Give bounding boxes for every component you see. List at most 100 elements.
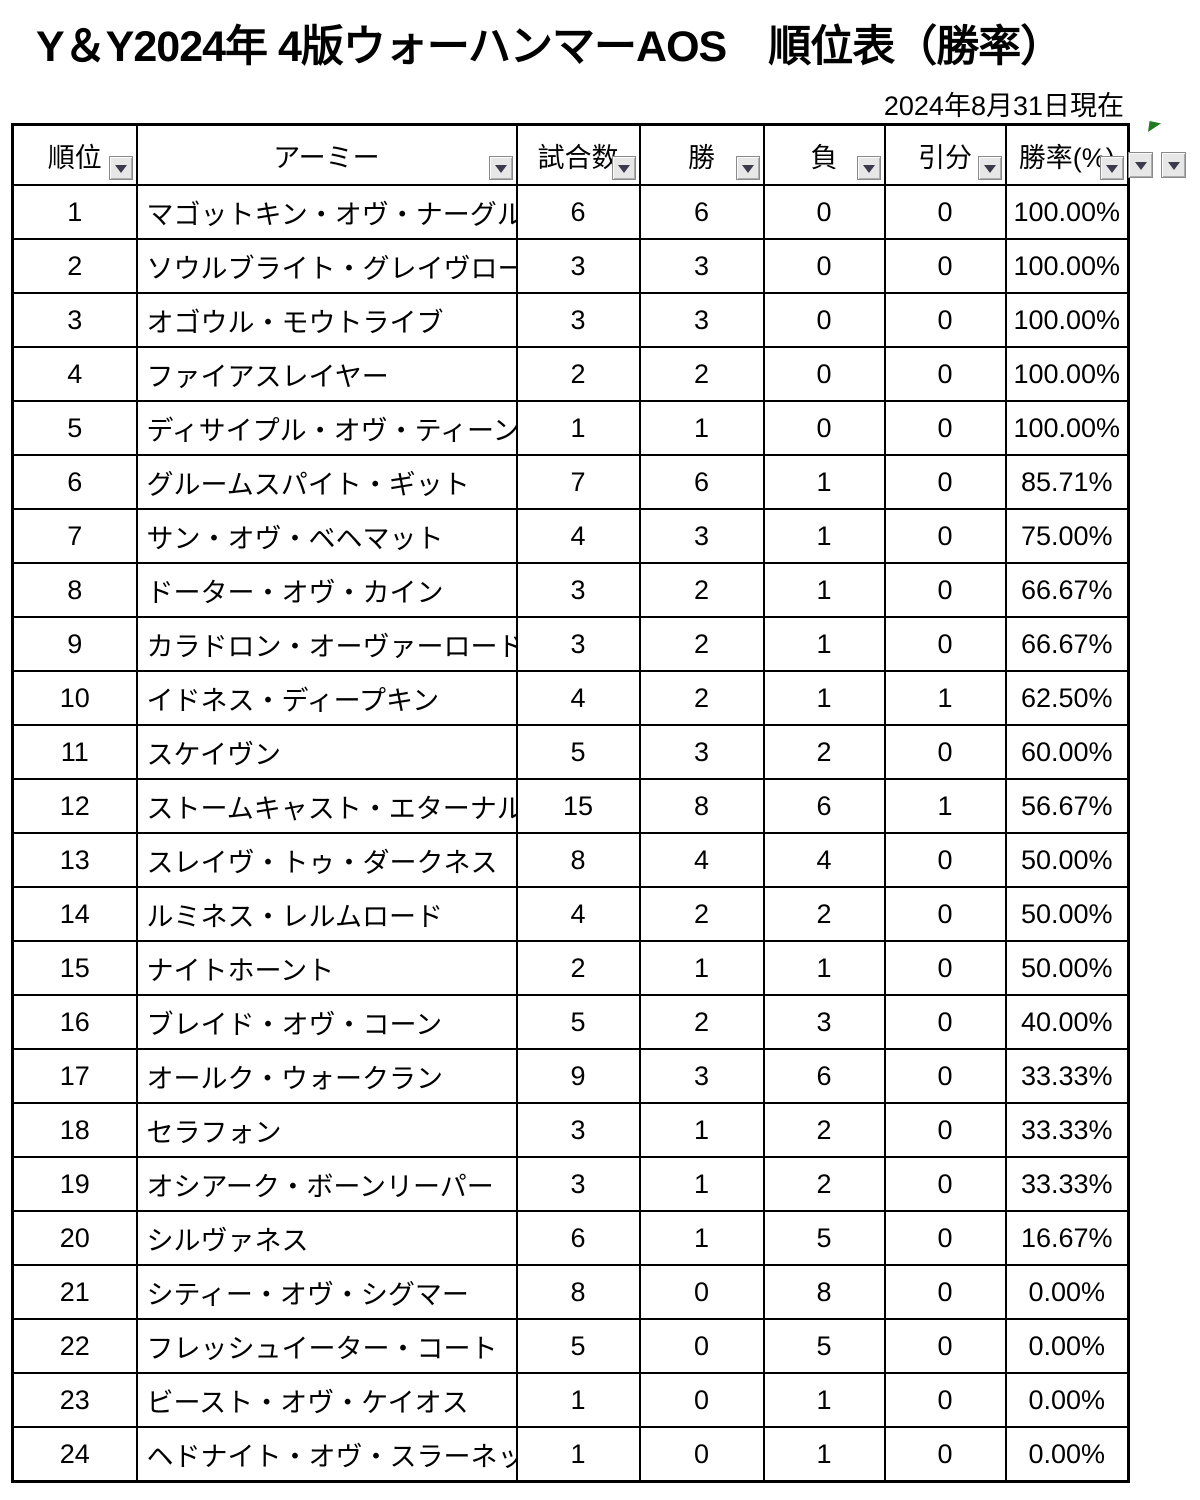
- table-row: 3 オゴウル・モウトライブ 3 3 0 0 100.00%: [11, 292, 1130, 348]
- table-row: 19 オシアーク・ボーンリーパー 3 1 2 0 33.33%: [11, 1156, 1130, 1212]
- games-cell: 2: [515, 940, 641, 996]
- army-cell: イドネス・ディープキン: [135, 670, 518, 726]
- draws-cell: 0: [883, 238, 1007, 294]
- losses-cell: 1: [762, 508, 886, 564]
- wins-cell: 0: [638, 1426, 765, 1483]
- winrate-cell: 100.00%: [1004, 238, 1130, 294]
- games-cell: 4: [515, 886, 641, 942]
- filter-arrow-icon: [862, 165, 875, 173]
- as-of-date-label: 2024年8月31日現在: [883, 91, 1124, 121]
- losses-cell: 1: [762, 1426, 886, 1483]
- rank-cell: 12: [11, 778, 138, 834]
- winrate-cell: 50.00%: [1004, 886, 1130, 942]
- rank-cell: 23: [11, 1372, 138, 1428]
- wins-cell: 1: [638, 1210, 765, 1266]
- army-cell: グルームスパイト・ギット: [135, 454, 518, 510]
- filter-dropdown-button-extra-2[interactable]: [1161, 152, 1186, 178]
- table-row: 9 カラドロン・オーヴァーロード 3 2 1 0 66.67%: [11, 616, 1130, 672]
- games-cell: 5: [515, 1318, 641, 1374]
- header-wins: 勝: [638, 123, 765, 186]
- wins-cell: 6: [638, 184, 765, 240]
- table-row: 11 スケイヴン 5 3 2 0 60.00%: [11, 724, 1130, 780]
- filter-dropdown-button-winrate[interactable]: [1100, 156, 1124, 180]
- wins-cell: 0: [638, 1318, 765, 1374]
- filter-dropdown-button-rank[interactable]: [108, 156, 133, 180]
- rank-cell: 3: [11, 292, 138, 348]
- army-cell: ソウルブライト・グレイヴロード: [135, 238, 518, 294]
- wins-cell: 3: [638, 1048, 765, 1104]
- filter-arrow-icon: [741, 165, 754, 173]
- filter-dropdown-button-games[interactable]: [611, 156, 636, 180]
- header-winrate: 勝率(%): [1004, 123, 1130, 186]
- games-cell: 1: [515, 400, 641, 456]
- wins-cell: 2: [638, 562, 765, 618]
- games-cell: 3: [515, 1102, 641, 1158]
- winrate-cell: 85.71%: [1004, 454, 1130, 510]
- table-row: 14 ルミネス・レルムロード 4 2 2 0 50.00%: [11, 886, 1130, 942]
- games-cell: 1: [515, 1426, 641, 1483]
- table-row: 7 サン・オヴ・ベヘマット 4 3 1 0 75.00%: [11, 508, 1130, 564]
- header-winrate-label: 勝率(%): [1018, 142, 1115, 173]
- filter-arrow-icon: [983, 165, 996, 173]
- filter-arrow-icon: [617, 165, 630, 173]
- rank-cell: 21: [11, 1264, 138, 1320]
- draws-cell: 0: [883, 994, 1007, 1050]
- header-losses: 負: [762, 123, 886, 186]
- draws-cell: 0: [883, 724, 1007, 780]
- wins-cell: 1: [638, 1156, 765, 1212]
- header-wins-label: 勝: [688, 142, 715, 173]
- losses-cell: 0: [762, 292, 886, 348]
- games-cell: 6: [515, 1210, 641, 1266]
- rank-cell: 8: [11, 562, 138, 618]
- filter-arrow-icon: [1167, 162, 1180, 170]
- winrate-cell: 0.00%: [1004, 1264, 1130, 1320]
- filter-dropdown-button-losses[interactable]: [856, 156, 881, 180]
- rank-cell: 19: [11, 1156, 138, 1212]
- army-cell: サン・オヴ・ベヘマット: [135, 508, 518, 564]
- losses-cell: 0: [762, 238, 886, 294]
- winrate-cell: 100.00%: [1004, 400, 1130, 456]
- army-cell: ドーター・オヴ・カイン: [135, 562, 518, 618]
- winrate-cell: 0.00%: [1004, 1426, 1130, 1483]
- filter-dropdown-button-extra-1[interactable]: [1128, 152, 1153, 178]
- army-cell: ルミネス・レルムロード: [135, 886, 518, 942]
- green-corner-flag-icon: [1148, 121, 1161, 132]
- header-draws: 引分: [883, 123, 1007, 186]
- wins-cell: 3: [638, 724, 765, 780]
- draws-cell: 0: [883, 292, 1007, 348]
- army-cell: フレッシュイーター・コート: [135, 1318, 518, 1374]
- army-cell: スケイヴン: [135, 724, 518, 780]
- filter-dropdown-button-draws[interactable]: [977, 156, 1002, 180]
- ranking-table: 順位 アーミー 試合数 勝 負 引分: [11, 123, 1130, 1483]
- games-cell: 2: [515, 346, 641, 402]
- page-title: Y＆Y2024年 4版ウォーハンマーAOS 順位表（勝率）: [36, 23, 1063, 71]
- filter-dropdown-button-wins[interactable]: [735, 156, 760, 180]
- winrate-cell: 60.00%: [1004, 724, 1130, 780]
- losses-cell: 1: [762, 670, 886, 726]
- draws-cell: 0: [883, 1264, 1007, 1320]
- army-cell: ストームキャスト・エターナル: [135, 778, 518, 834]
- rank-cell: 9: [11, 616, 138, 672]
- losses-cell: 5: [762, 1210, 886, 1266]
- losses-cell: 4: [762, 832, 886, 888]
- losses-cell: 6: [762, 778, 886, 834]
- games-cell: 7: [515, 454, 641, 510]
- army-cell: マゴットキン・オヴ・ナーグル: [135, 184, 518, 240]
- table-row: 24 ヘドナイト・オヴ・スラーネッシュ 1 0 1 0 0.00%: [11, 1426, 1130, 1483]
- header-games: 試合数: [515, 123, 641, 186]
- header-games-label: 試合数: [537, 142, 619, 173]
- winrate-cell: 40.00%: [1004, 994, 1130, 1050]
- draws-cell: 0: [883, 454, 1007, 510]
- filter-dropdown-button-army[interactable]: [488, 156, 513, 180]
- table-row: 8 ドーター・オヴ・カイン 3 2 1 0 66.67%: [11, 562, 1130, 618]
- rank-cell: 1: [11, 184, 138, 240]
- filter-arrow-icon: [1106, 165, 1118, 173]
- header-rank: 順位: [11, 123, 138, 186]
- wins-cell: 1: [638, 400, 765, 456]
- losses-cell: 5: [762, 1318, 886, 1374]
- table-row: 22 フレッシュイーター・コート 5 0 5 0 0.00%: [11, 1318, 1130, 1374]
- table-header-row: 順位 アーミー 試合数 勝 負 引分: [11, 123, 1130, 186]
- rank-cell: 24: [11, 1426, 138, 1483]
- table-row: 23 ビースト・オヴ・ケイオス 1 0 1 0 0.00%: [11, 1372, 1130, 1428]
